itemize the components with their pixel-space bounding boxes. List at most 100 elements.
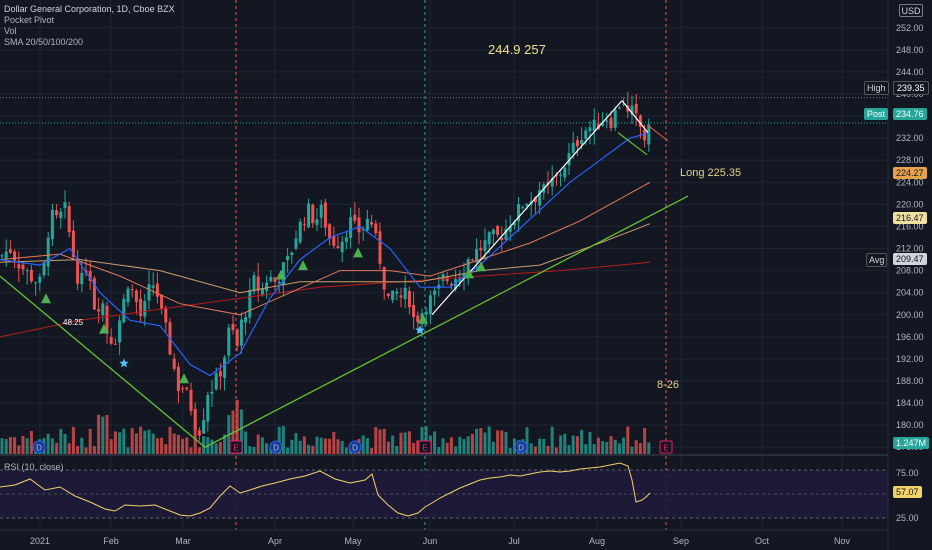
volume-bar <box>403 432 407 454</box>
volume-bar <box>483 432 487 454</box>
earnings-event-marker[interactable]: E <box>659 440 673 454</box>
sma-50-line <box>0 181 651 316</box>
candle-body <box>235 329 239 346</box>
candle-body <box>323 202 327 228</box>
volume-bar <box>567 445 571 454</box>
price-tick-label: 188.00 <box>896 376 924 386</box>
price-tick-label: 216.00 <box>896 221 924 231</box>
volume-bar <box>265 443 269 454</box>
low-annotation: 48.25 <box>63 318 84 327</box>
volume-bar <box>437 447 441 454</box>
candle-body <box>508 226 512 232</box>
dividend-event-marker[interactable]: D <box>32 440 46 454</box>
candle-body <box>71 230 75 258</box>
volume-bar <box>370 447 374 454</box>
dividend-event-marker[interactable]: D <box>348 440 362 454</box>
candle-body <box>260 288 264 295</box>
earnings-event-marker[interactable]: E <box>418 440 432 454</box>
indicator-vol[interactable]: Vol <box>4 26 17 36</box>
candle-body <box>470 259 474 261</box>
candle-body <box>80 272 84 285</box>
volume-bar <box>223 434 227 454</box>
indicator-pocket-pivot[interactable]: Pocket Pivot <box>4 15 55 25</box>
candle-body <box>311 204 315 224</box>
candle-body <box>214 373 218 390</box>
price-tick-label: 184.00 <box>896 398 924 408</box>
candle-body <box>479 247 483 251</box>
volume-bar <box>235 399 239 454</box>
candle-body <box>134 290 138 303</box>
volume-bar <box>584 444 588 454</box>
pocket-pivot-signal <box>464 268 474 279</box>
event-marker-frame <box>229 440 243 454</box>
volume-bar <box>550 426 554 454</box>
volume-bar <box>210 439 214 454</box>
event-marker-label: E <box>422 444 427 453</box>
event-marker-frame <box>514 440 528 454</box>
volume-bar <box>248 446 252 454</box>
volume-bar <box>239 409 243 454</box>
volume-bar <box>109 439 113 454</box>
price-tick-label: 248.00 <box>896 45 924 55</box>
volume-bar <box>323 438 327 454</box>
candle-body <box>298 221 302 243</box>
candle-body <box>155 283 159 297</box>
time-tick-label: Jun <box>423 536 438 546</box>
volume-bar <box>294 433 298 454</box>
avg-label: Avg <box>866 253 888 267</box>
volume-bar <box>491 441 495 454</box>
event-marker-frame <box>348 440 362 454</box>
volume-bar <box>559 435 563 454</box>
candle-body <box>294 238 298 249</box>
volume-bar <box>454 446 458 454</box>
volume-bar <box>172 433 176 454</box>
indicator-sma[interactable]: SMA 20/50/100/200 <box>4 37 84 47</box>
candle-body <box>412 304 416 318</box>
volume-bar <box>605 441 609 454</box>
candle-body <box>172 358 176 369</box>
volume-value-tag: 1.247M <box>893 437 930 449</box>
price-tick-label: 220.00 <box>896 199 924 209</box>
candle-body <box>223 357 227 378</box>
currency-badge[interactable]: USD <box>899 4 923 17</box>
candle-body <box>8 249 12 253</box>
volume-bar <box>176 434 180 454</box>
volume-bar <box>525 427 529 454</box>
event-marker-label: E <box>233 444 238 453</box>
rsi-tick-label: 75.00 <box>896 468 919 478</box>
candle-body <box>122 298 126 323</box>
earnings-event-marker[interactable]: E <box>229 440 243 454</box>
volume-bar <box>244 431 248 454</box>
dividend-event-marker[interactable]: D <box>269 440 283 454</box>
volume-bar <box>59 429 63 454</box>
price-tick-label: 204.00 <box>896 288 924 298</box>
dividend-event-marker[interactable]: D <box>514 440 528 454</box>
candle-body <box>17 264 21 269</box>
moving-averages <box>0 132 651 377</box>
event-marker-frame <box>32 440 46 454</box>
candle-body <box>584 130 588 139</box>
trend-lines[interactable] <box>0 100 689 448</box>
channel-line <box>431 100 623 316</box>
volume-bar <box>445 442 449 454</box>
volume-bar <box>563 433 567 454</box>
candle-body <box>139 298 143 316</box>
volume-bar <box>302 436 306 454</box>
volume-bar <box>554 447 558 454</box>
volume-bar <box>487 426 491 454</box>
symbol-title[interactable]: Dollar General Corporation, 1D, Cboe BZX <box>4 4 175 14</box>
rsi-legend[interactable]: RSI (10, close) <box>4 462 64 472</box>
time-tick-label: Aug <box>589 536 605 546</box>
volume-bar <box>391 435 395 454</box>
volume-bar <box>319 437 323 454</box>
star-signal <box>119 358 129 368</box>
volume-bar <box>185 437 189 454</box>
volume-bar <box>630 446 634 454</box>
candle-body <box>504 228 508 240</box>
volume-bar <box>164 444 168 454</box>
volume-bar <box>50 438 54 454</box>
volume-bar <box>386 441 390 454</box>
price-tick-label: 192.00 <box>896 354 924 364</box>
